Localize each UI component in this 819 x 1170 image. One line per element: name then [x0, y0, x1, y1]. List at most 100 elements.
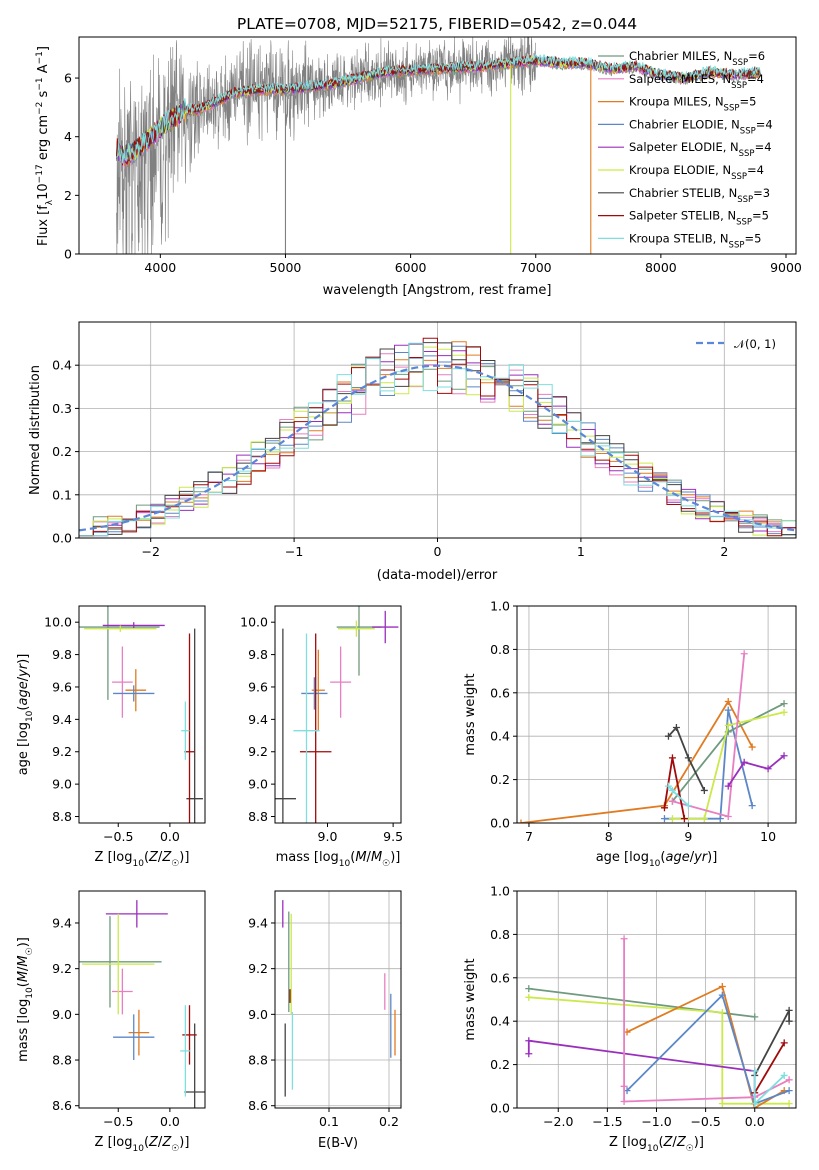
- label-part: mass [log: [16, 999, 31, 1062]
- errorbar-point-kroupa_elodie: [338, 620, 375, 637]
- y-tick-label: 0.3: [52, 401, 72, 416]
- y-tick-label: 8.8: [248, 809, 268, 824]
- plot-area-mass_vs_z: [79, 900, 205, 1108]
- label-part: 10: [339, 859, 351, 869]
- label-part: /: [16, 966, 31, 971]
- x-tick-label: 9.5: [383, 829, 403, 844]
- mass-weight-marker-chabrier_elodie: [716, 815, 724, 823]
- mass-weight-marker-kroupa_stelib: [780, 1071, 788, 1079]
- errorbar-point-kroupa_stelib: [293, 633, 320, 823]
- y-tick-label: 0.2: [490, 772, 510, 787]
- figure-title: PLATE=0708, MJD=52175, FIBERID=0542, z=0…: [237, 15, 637, 33]
- mass-weight-marker-chabrier_miles: [751, 1013, 759, 1021]
- mass-weight-marker-salpeter_miles: [724, 812, 732, 820]
- label-part: yr: [693, 850, 709, 865]
- panel-age_vs_z: −0.5 0.08.89.09.29.49.69.810.0Z [log10(Z/…: [16, 605, 206, 869]
- legend-label-sub: SSP: [731, 172, 747, 182]
- mass-weight-marker-kroupa_elodie: [724, 721, 732, 729]
- y-tick-label: 0.4: [52, 358, 72, 373]
- y-tick-label: 8.8: [248, 1053, 268, 1068]
- mass-weight-marker-salpeter_miles: [668, 797, 676, 805]
- errorbar-point-salpeter_elodie: [102, 622, 165, 629]
- x-tick-label: 10: [760, 829, 776, 844]
- errorbar-point-chabrier_miles: [79, 606, 160, 700]
- mass-weight-marker-chabrier_stelib: [785, 1017, 793, 1025]
- mass-weight-marker-salpeter_elodie: [525, 1050, 533, 1058]
- y-tick-label: 9.0: [52, 777, 72, 792]
- label-part: −2: [35, 102, 45, 115]
- y-tick-label: 8.8: [52, 809, 72, 824]
- x-tick-label: 7: [525, 829, 533, 844]
- errorbar-point-chabrier_stelib: [275, 628, 296, 823]
- plot-area-mass_weight_vs_z: [525, 935, 793, 1108]
- y-tick-label: 0: [64, 247, 72, 262]
- errorbar-point-chabrier_elodie: [113, 1014, 155, 1061]
- y-tick-label: 9.6: [248, 679, 268, 694]
- mass-weight-marker-kroupa_elodie: [785, 1100, 793, 1108]
- mass-weight-marker-kroupa_elodie: [700, 815, 708, 823]
- y-tick-label: 8.8: [52, 1053, 72, 1068]
- y-axis-label: mass [log10(M/M☉)]: [16, 937, 35, 1062]
- label-part: )]: [707, 850, 717, 865]
- x-axis-label: Z [log10(Z/Z☉)]: [609, 1135, 704, 1154]
- label-part: /: [672, 1135, 677, 1150]
- errorbar-point-kroupa_elodie: [84, 625, 157, 632]
- mass-weight-line-kroupa_miles: [520, 700, 753, 823]
- mass-weight-marker-chabrier_stelib: [684, 754, 692, 762]
- y-tick-label: 10.0: [240, 615, 268, 630]
- label-part: (: [660, 850, 665, 865]
- label-part: (: [16, 982, 31, 987]
- x-tick-label: 0.0: [745, 1114, 765, 1129]
- y-tick-label: 0.0: [490, 1101, 510, 1116]
- x-axis-label: E(B-V): [318, 1136, 358, 1151]
- y-tick-label: 9.4: [52, 712, 72, 727]
- legend-label-text: Chabrier ELODIE, N: [629, 117, 740, 131]
- errorbar-point-salpeter_stelib: [182, 1005, 197, 1065]
- y-tick-label: 9.4: [248, 915, 268, 930]
- y-tick-label: 9.2: [248, 961, 268, 976]
- x-tick-label: −0.5: [103, 829, 133, 844]
- mass-weight-marker-kroupa_stelib: [664, 782, 672, 790]
- legend-label-kroupa_miles: Kroupa MILES, NSSP=5: [629, 95, 756, 114]
- plot-area-age_vs_mass: [275, 606, 399, 823]
- y-tick-label: 9.8: [248, 647, 268, 662]
- label-part: ☉: [686, 1144, 694, 1154]
- y-tick-label: 9.2: [52, 961, 72, 976]
- y-tick-label: 9.4: [52, 915, 72, 930]
- legend-label-value: =5: [744, 231, 761, 245]
- x-axis-label: mass [log10(M/M☉)]: [276, 850, 401, 869]
- label-part: age: [16, 681, 31, 705]
- y-axis-label: mass weight: [463, 673, 478, 755]
- label-part: 10: [132, 859, 144, 869]
- legend-label-value: =4: [756, 117, 773, 131]
- errorbar-point-salpeter_stelib: [184, 633, 195, 823]
- panel-age_vs_mass: 9.0 9.5 8.8 9.0 9.2 9.4 9.6 9.8 10.0 mass [log10(…: [240, 605, 403, 869]
- legend-label-kroupa_elodie: Kroupa ELODIE, NSSP=4: [629, 163, 764, 182]
- x-tick-label: 9000: [770, 260, 802, 275]
- errorbar-point-kroupa_stelib: [180, 1005, 191, 1097]
- plot-area-mass_vs_ebv: [282, 900, 396, 1097]
- label-part: (: [144, 1135, 149, 1150]
- x-tick-label: −1.5: [592, 1114, 622, 1129]
- mass-weight-line-chabrier_stelib: [667, 726, 706, 791]
- label-part: 10: [649, 859, 661, 869]
- label-part: −1: [35, 77, 45, 90]
- x-axis-label: wavelength [Angstrom, rest frame]: [323, 283, 552, 298]
- label-part: Z [log: [95, 1135, 133, 1150]
- x-tick-label: 2: [720, 544, 728, 559]
- legend-label-sub: SSP: [724, 104, 740, 114]
- mass-weight-marker-kroupa_elodie: [525, 993, 533, 1001]
- x-tick-label: −2.0: [543, 1114, 573, 1129]
- x-tick-label: 9: [684, 829, 692, 844]
- legend-label-chabrier_stelib: Chabrier STELIB, NSSP=3: [629, 186, 770, 205]
- label-part: A: [36, 64, 51, 77]
- label-part: yr: [16, 662, 31, 678]
- legend-label-sub: SSP: [731, 81, 747, 91]
- axes-frame: [274, 605, 402, 824]
- legend-label-text: Kroupa ELODIE, N: [629, 163, 731, 177]
- errorbar-point-chabrier_elodie: [113, 685, 155, 702]
- x-tick-label: 0.0: [160, 829, 180, 844]
- mass-weight-marker-salpeter_elodie: [525, 1037, 533, 1045]
- mass-weight-marker-salpeter_miles: [620, 1082, 628, 1090]
